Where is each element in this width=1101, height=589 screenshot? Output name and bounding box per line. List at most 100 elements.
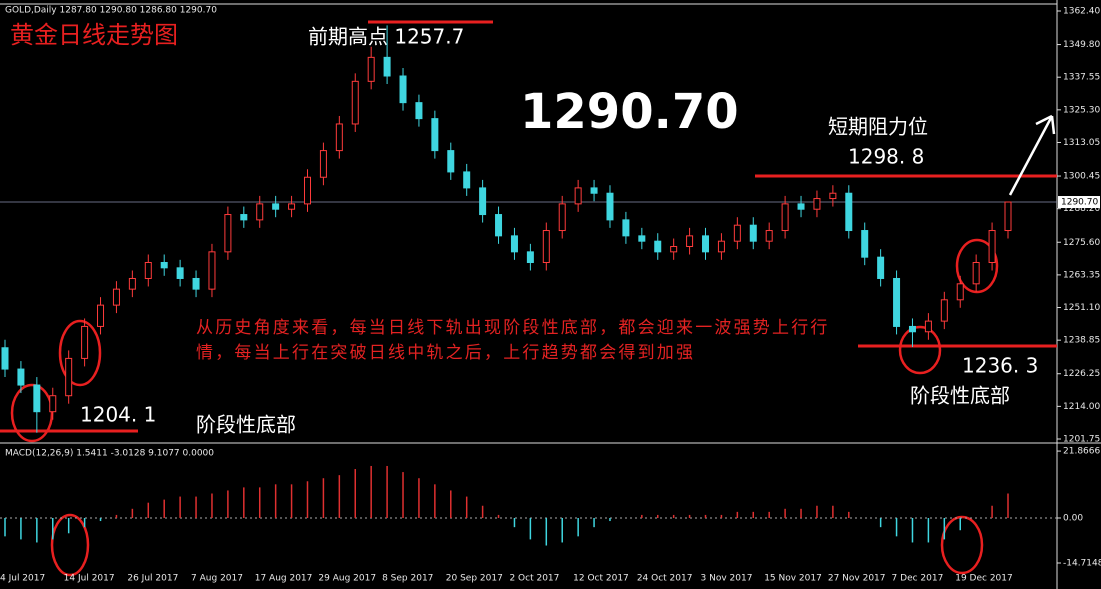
candle-body [526,251,534,263]
candle-body [654,240,662,253]
y-tick-label: 0.00 [1063,513,1083,523]
highlight-circle [955,238,999,294]
y-tick-label: 1251.10 [1063,303,1100,313]
x-tick-label: 2 Oct 2017 [509,574,559,584]
x-tick-label: 14 Jul 2017 [64,574,115,584]
candle-body [797,203,805,210]
highlight-circle [10,383,54,443]
highlight-circle [940,515,984,575]
candle-body [447,150,455,173]
y-tick-label: 1337.55 [1063,73,1100,83]
last-price-box [1058,196,1100,209]
candle-body [97,304,105,327]
annotation: 1298. 8 [848,145,924,169]
y-tick-label: 1313.05 [1063,138,1100,148]
candle-body [702,235,710,253]
candle-body [813,198,821,210]
candle-body [893,277,901,327]
candle-body [272,203,280,210]
highlight-circle [898,325,942,375]
y-tick-label: 1300.45 [1063,172,1100,182]
x-tick-label: 3 Nov 2017 [701,574,753,584]
y-tick-label: 1362.40 [1063,7,1100,17]
y-tick-label: 1214.00 [1063,402,1100,412]
annotation: 1204. 1 [80,403,156,427]
candle-body [861,230,869,258]
candle-body [224,214,232,253]
annotation: 前期高点 1257.7 [308,25,464,49]
candle-body [208,251,216,290]
candle-body [638,235,646,242]
candle-body [845,192,853,232]
y-tick-label: 1226.25 [1063,369,1100,379]
candle-body [192,277,200,290]
candle-body [510,235,518,253]
candle-body [399,75,407,104]
x-tick-label: 12 Oct 2017 [573,574,629,584]
annotation: 1236. 3 [962,354,1038,378]
candle-body [49,395,57,413]
annotation: 短期阻力位 [828,115,928,139]
x-tick-label: 20 Sep 2017 [446,574,503,584]
macd-title: MACD(12,26,9) 1.5411 -3.0128 9.1077 0.00… [5,449,214,459]
candle-body [988,230,996,263]
comment: 从历史角度来看，每当日线下轨出现阶段性底部，都会迎来一波强势上行行情，每当上行在… [196,318,830,363]
candle-body [749,224,757,242]
candle-body [415,102,423,120]
candle-body [956,283,964,301]
y-tick-label: -14.7148 [1063,559,1101,569]
candle-body [319,150,327,178]
candle-body [765,230,773,242]
y-tick-label: 1325.30 [1063,105,1100,115]
candle-body [1004,201,1012,232]
candle-body [383,56,391,77]
candle-body [17,368,25,386]
x-tick-label: 26 Jul 2017 [127,574,178,584]
x-tick-label: 27 Nov 2017 [828,574,886,584]
y-tick-label: 1349.80 [1063,40,1100,50]
arrow [1008,114,1056,196]
candle-body [431,118,439,152]
candle-body [256,203,264,221]
candle-body [686,235,694,248]
candle-body [144,261,152,279]
candle-body [717,240,725,253]
x-tick-label: 17 Aug 2017 [255,574,313,584]
annotation: 1290.70 [520,84,739,140]
last-price-label: 1290.70 [1061,198,1098,208]
candle-body [940,299,948,322]
candle-body [495,214,503,237]
y-tick-label: 1275.60 [1063,238,1100,248]
candle-body [877,256,885,279]
candle-body [479,187,487,216]
candle-body [829,192,837,200]
candle-body [733,224,741,242]
annotation: 阶段性底部 [910,384,1010,408]
header: GOLD,Daily 1287.80 1290.80 1286.80 1290.… [5,6,217,16]
y-tick-label: 1263.35 [1063,270,1100,280]
candle-body [542,230,550,263]
y-tick-label: 1201.75 [1063,435,1100,445]
highlight-circle [50,513,90,577]
candle-body [1,347,9,370]
candle-body [128,277,136,290]
candle-body [65,357,73,397]
candle-body [33,384,41,413]
candle-body [781,203,789,232]
candle-body [908,325,916,333]
x-tick-label: 8 Sep 2017 [382,574,433,584]
y-tick-label: 21.8666 [1063,447,1100,457]
candle-body [351,80,359,125]
candle-body [574,187,582,205]
x-tick-label: 7 Aug 2017 [191,574,243,584]
candle-body [670,246,678,253]
candle-body [622,219,630,237]
highlight-circle [58,319,102,387]
candle-body [972,261,980,285]
candle-body [558,203,566,232]
candle-body [367,56,375,82]
x-tick-label: 24 Oct 2017 [637,574,693,584]
annotation: 阶段性底部 [196,413,296,437]
